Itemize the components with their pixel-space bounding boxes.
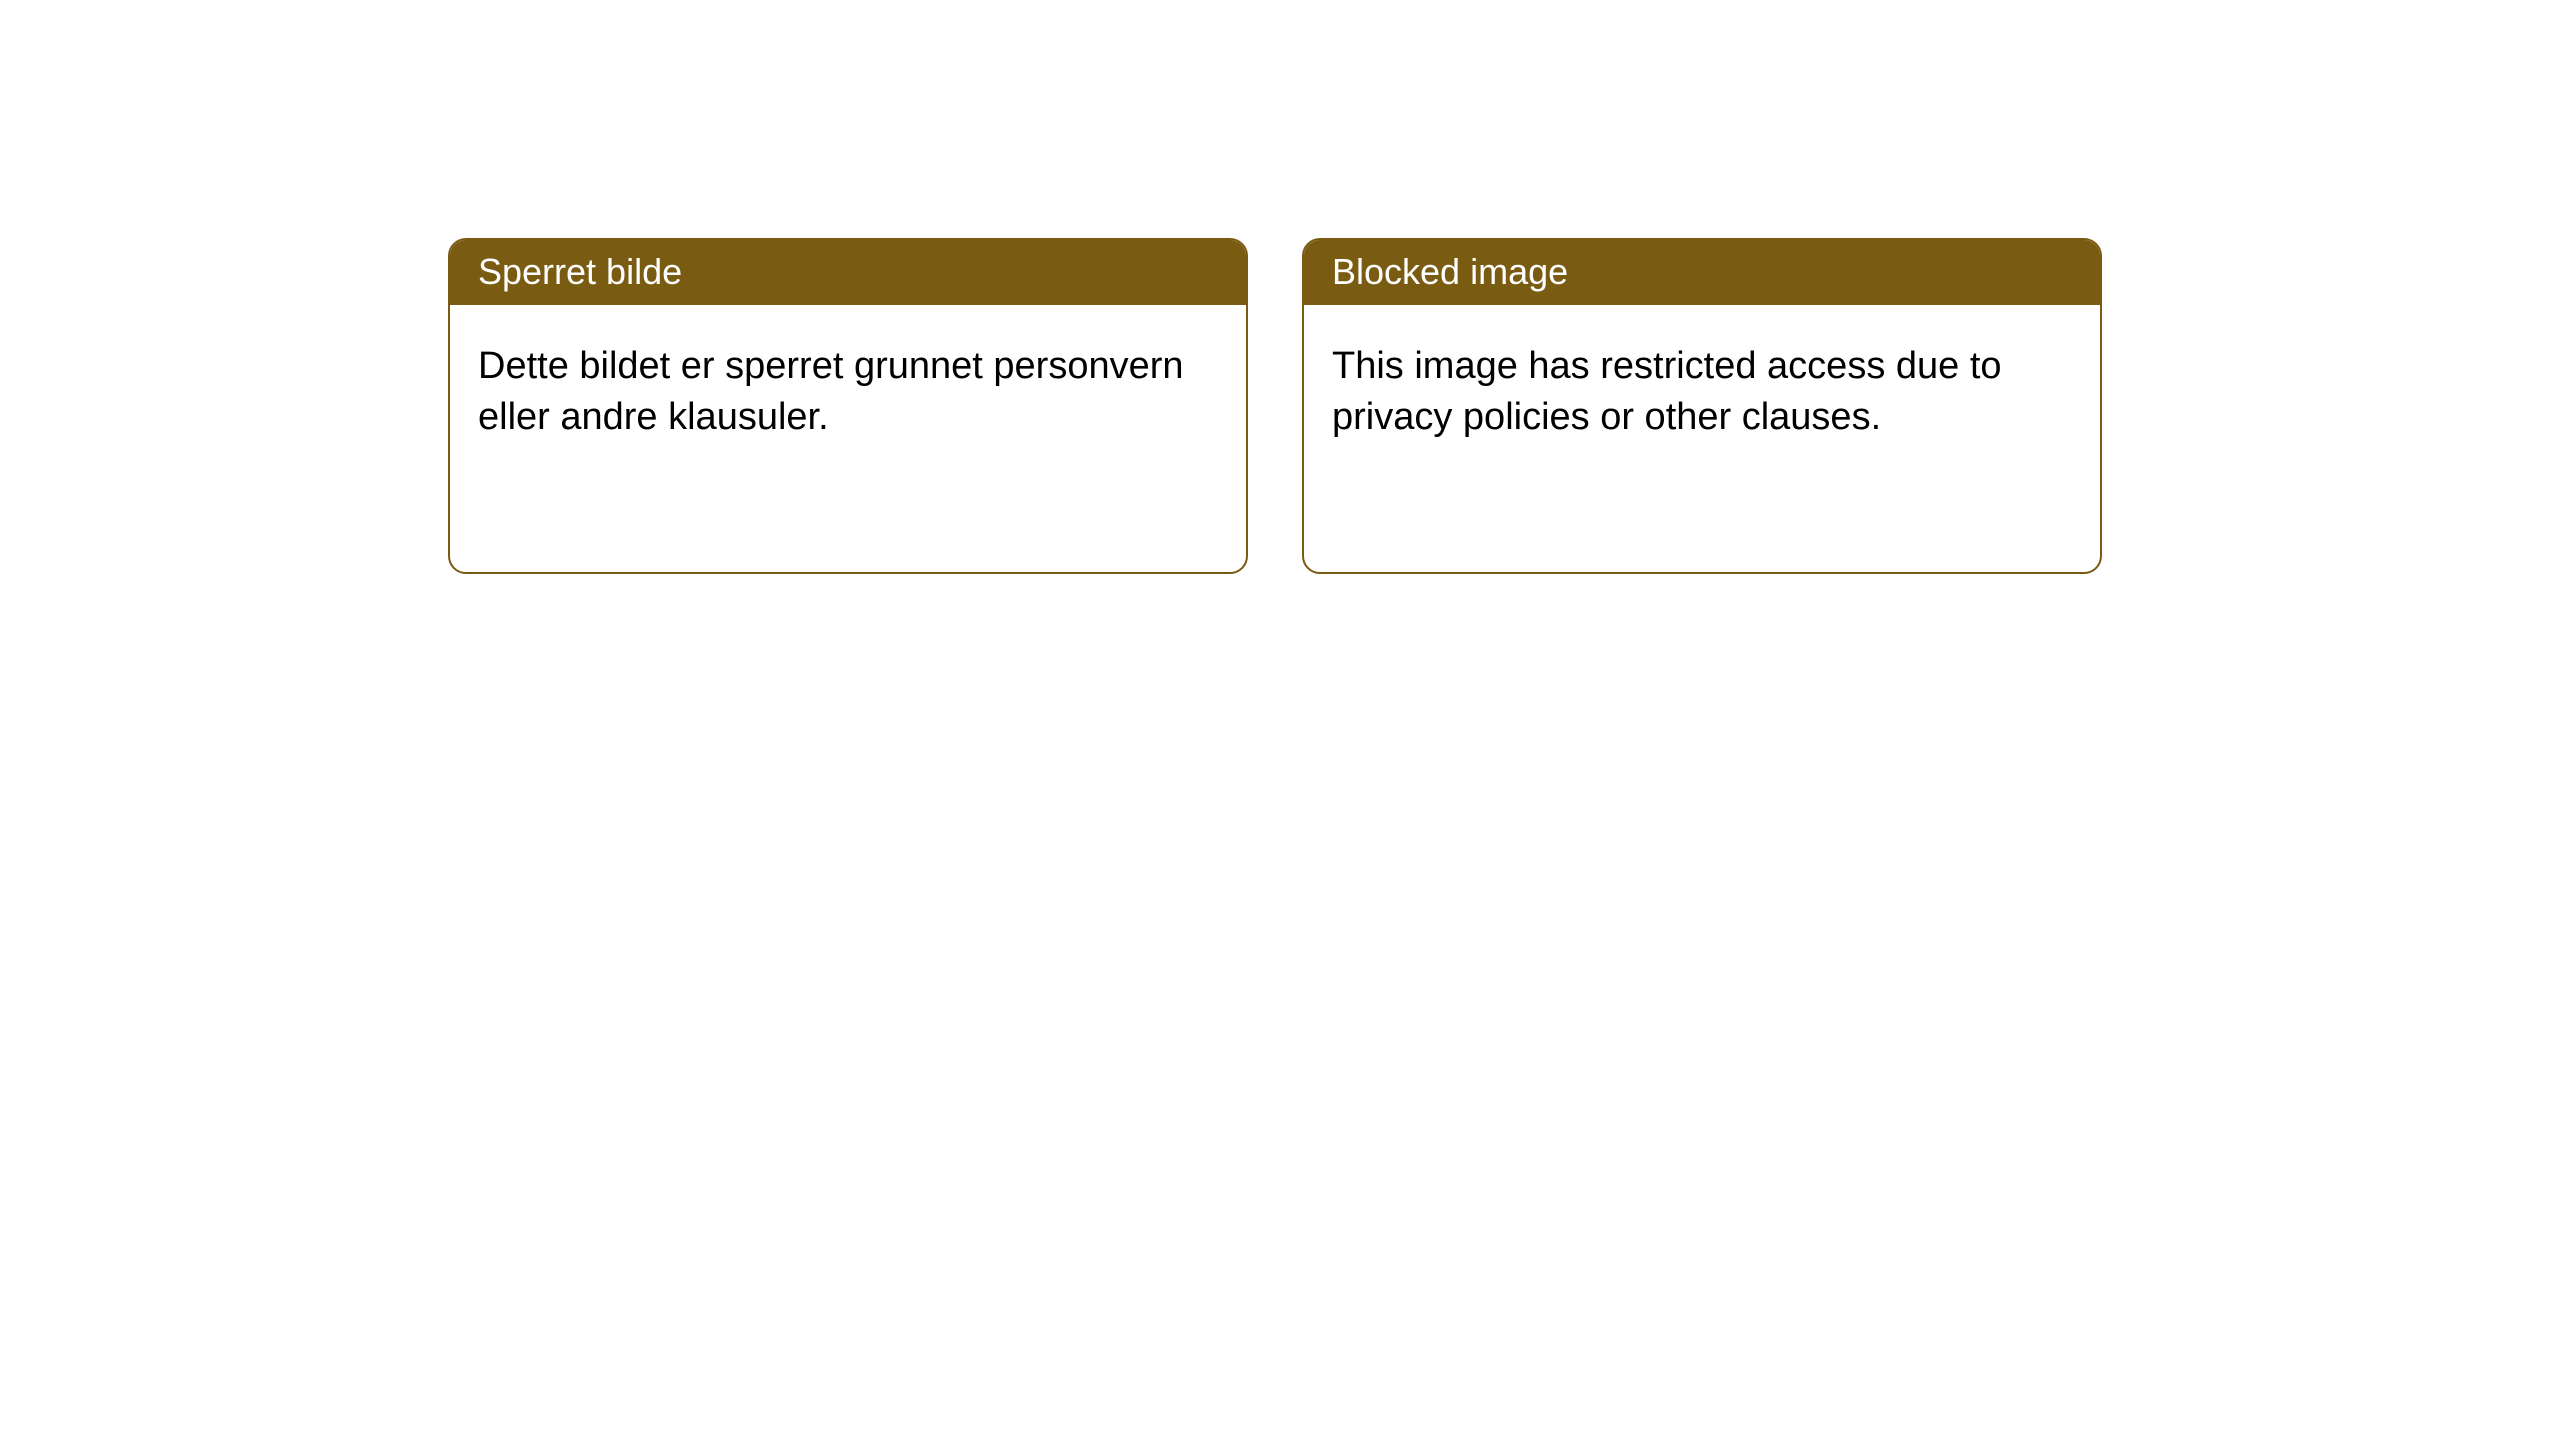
blocked-image-card-en: Blocked image This image has restricted … <box>1302 238 2102 574</box>
blocked-image-card-no: Sperret bilde Dette bildet er sperret gr… <box>448 238 1248 574</box>
cards-container: Sperret bilde Dette bildet er sperret gr… <box>0 0 2560 574</box>
card-body: Dette bildet er sperret grunnet personve… <box>450 305 1246 472</box>
card-title: Blocked image <box>1304 240 2100 305</box>
card-body: This image has restricted access due to … <box>1304 305 2100 472</box>
card-title: Sperret bilde <box>450 240 1246 305</box>
